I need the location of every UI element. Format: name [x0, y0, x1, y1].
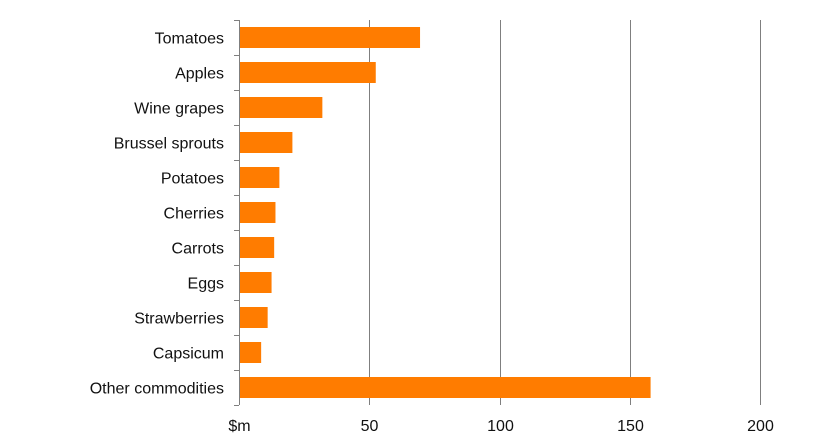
bar	[240, 307, 268, 328]
bar	[240, 167, 280, 188]
category-label: Cherries	[164, 206, 224, 223]
bar	[240, 202, 276, 223]
bar	[240, 27, 421, 48]
bar	[240, 377, 651, 398]
bar	[240, 62, 376, 83]
category-label: Eggs	[188, 276, 224, 293]
x-tick-label: 150	[617, 418, 644, 435]
category-label: Carrots	[172, 241, 224, 258]
category-label: Potatoes	[161, 171, 224, 188]
bar	[240, 132, 293, 153]
category-label: Tomatoes	[155, 31, 224, 48]
bar	[240, 237, 275, 258]
category-labels: Tomatoes Apples Wine grapes Brussel sprouts…	[90, 31, 224, 398]
category-label: Brussel sprouts	[114, 136, 224, 153]
category-label: Capsicum	[153, 346, 224, 363]
category-label: Apples	[175, 66, 224, 83]
x-tick-labels: $m 50 100 150 200	[228, 418, 774, 435]
x-tick-label: 100	[487, 418, 514, 435]
bars	[240, 27, 651, 398]
bar	[240, 272, 272, 293]
bar	[240, 342, 262, 363]
category-label: Strawberries	[134, 311, 224, 328]
x-tick-label: 200	[747, 418, 774, 435]
category-label: Wine grapes	[134, 101, 224, 118]
x-tick-label: $m	[228, 418, 250, 435]
gridlines	[234, 20, 761, 406]
bar	[240, 97, 323, 118]
x-tick-label: 50	[361, 418, 379, 435]
category-label: Other commodities	[90, 381, 224, 398]
